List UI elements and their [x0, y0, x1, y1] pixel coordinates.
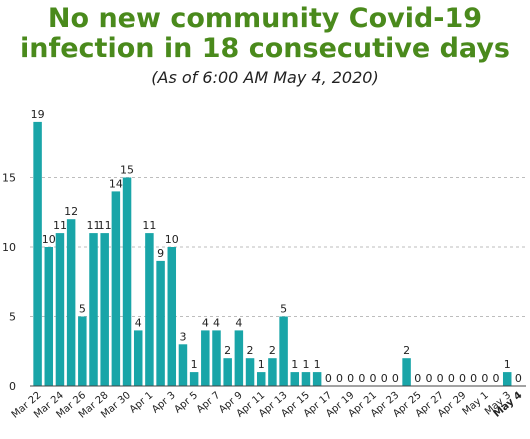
value-label: 11 — [142, 219, 156, 232]
bar — [156, 260, 165, 386]
bar — [122, 177, 132, 386]
value-label: 1 — [258, 358, 265, 371]
bar — [111, 191, 121, 386]
bar — [268, 358, 277, 386]
bar — [212, 330, 221, 386]
value-label: 5 — [79, 303, 86, 316]
y-tick-label: 0 — [9, 380, 16, 393]
value-label: 0 — [459, 372, 466, 385]
value-label: 0 — [425, 372, 432, 385]
bar — [223, 358, 232, 386]
x-tick-label: Apr 5 — [172, 390, 200, 416]
value-label: 2 — [247, 344, 254, 357]
y-tick-label: 5 — [9, 311, 16, 324]
bar — [402, 358, 411, 386]
bar — [44, 247, 54, 386]
bar — [312, 372, 322, 386]
value-label: 11 — [98, 219, 112, 232]
chart-title-line1: No new community Covid-19 — [47, 3, 483, 34]
bar — [78, 316, 87, 386]
y-tick-label: 15 — [2, 172, 16, 185]
bar — [66, 219, 76, 386]
value-label: 2 — [224, 344, 231, 357]
bar — [245, 358, 255, 386]
x-tick-label: Apr 7 — [195, 390, 223, 416]
value-label: 0 — [414, 372, 421, 385]
bar — [33, 121, 42, 387]
value-label: 10 — [42, 233, 56, 246]
value-label: 3 — [179, 330, 186, 343]
value-label: 11 — [53, 219, 67, 232]
value-label: 4 — [235, 316, 242, 329]
chart-subtitle: (As of 6:00 AM May 4, 2020) — [151, 68, 379, 87]
value-label: 5 — [280, 303, 287, 316]
bar — [55, 233, 65, 386]
value-label: 0 — [493, 372, 500, 385]
value-label: 0 — [325, 372, 332, 385]
value-label: 9 — [157, 247, 164, 260]
x-tick-label: Apr 1 — [128, 390, 156, 416]
bar — [167, 247, 177, 386]
value-label: 12 — [64, 205, 78, 218]
value-label: 0 — [481, 372, 488, 385]
chart-title-line2: infection in 18 consecutive days — [20, 33, 510, 64]
value-label: 11 — [87, 219, 101, 232]
value-label: 4 — [202, 316, 209, 329]
y-axis-ticks: 0 5 10 15 — [2, 172, 16, 394]
value-label: 0 — [336, 372, 343, 385]
value-label: 4 — [135, 316, 142, 329]
bar — [301, 372, 311, 386]
value-label: 0 — [448, 372, 455, 385]
value-label: 0 — [515, 372, 522, 385]
value-label: 0 — [358, 372, 365, 385]
bar — [234, 330, 244, 386]
bar — [256, 372, 266, 386]
value-label: 0 — [437, 372, 444, 385]
value-label: 4 — [213, 316, 220, 329]
value-label: 2 — [269, 344, 276, 357]
bar — [178, 344, 188, 386]
value-label: 1 — [504, 358, 511, 371]
value-label: 1 — [302, 358, 309, 371]
bars — [33, 121, 512, 387]
value-label: 0 — [392, 372, 399, 385]
bar — [133, 330, 143, 386]
value-label: 1 — [291, 358, 298, 371]
bar — [279, 316, 288, 386]
value-label: 2 — [403, 344, 410, 357]
bar — [502, 372, 512, 386]
bar — [100, 233, 109, 386]
bar — [189, 372, 199, 386]
value-label: 19 — [31, 108, 45, 121]
value-label: 14 — [109, 177, 123, 190]
value-label: 0 — [347, 372, 354, 385]
value-label: 1 — [314, 358, 321, 371]
bar — [89, 233, 98, 386]
bar — [201, 330, 210, 386]
value-label: 1 — [191, 358, 198, 371]
value-label: 0 — [370, 372, 377, 385]
value-label: 10 — [165, 233, 179, 246]
bar — [290, 372, 300, 386]
value-label: 15 — [120, 164, 134, 177]
x-tick-label: Apr 3 — [150, 390, 178, 416]
value-label: 0 — [381, 372, 388, 385]
y-tick-label: 10 — [2, 241, 16, 254]
value-label: 0 — [470, 372, 477, 385]
grid-lines — [30, 177, 526, 317]
bar — [145, 233, 154, 386]
